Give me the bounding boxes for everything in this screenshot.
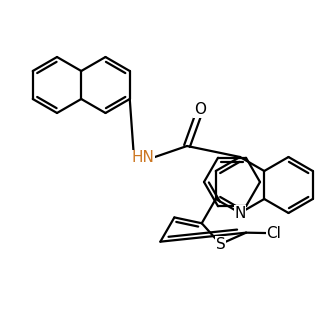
Text: N: N bbox=[234, 205, 246, 220]
Text: S: S bbox=[215, 237, 225, 252]
Text: HN: HN bbox=[132, 151, 155, 166]
Text: O: O bbox=[194, 102, 206, 117]
Text: Cl: Cl bbox=[267, 226, 281, 241]
